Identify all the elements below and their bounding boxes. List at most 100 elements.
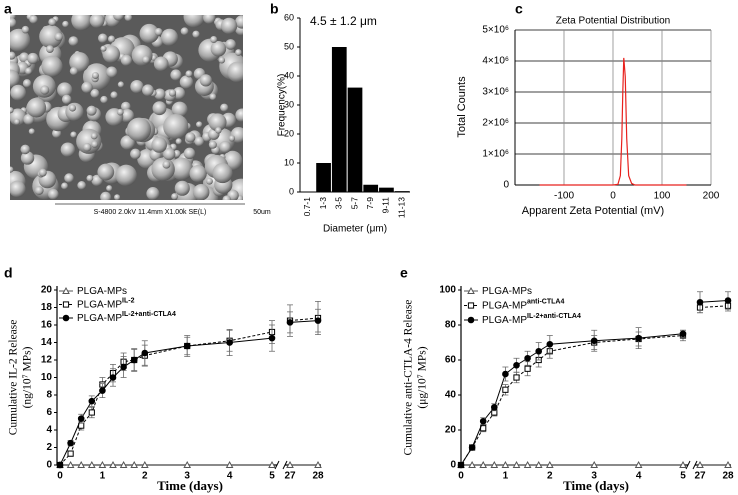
marker bbox=[513, 374, 520, 381]
marker bbox=[534, 460, 543, 468]
bead bbox=[192, 183, 210, 200]
chart-title: Zeta Potential Distribution bbox=[556, 16, 671, 27]
marker bbox=[88, 409, 95, 416]
bead bbox=[117, 81, 125, 88]
bead bbox=[29, 15, 38, 24]
marker bbox=[590, 460, 599, 468]
bead bbox=[171, 101, 188, 118]
y-tick-label: 40 bbox=[284, 70, 294, 80]
x-tick-label: 100 bbox=[654, 191, 671, 202]
bead bbox=[91, 71, 99, 79]
y-tick-label: 0 bbox=[289, 186, 294, 196]
legend-superscript: IL-2+anti-CTLA4 bbox=[122, 311, 176, 318]
bead bbox=[219, 141, 232, 153]
x-tick-label: 11-13 bbox=[396, 197, 406, 218]
bead bbox=[13, 118, 21, 125]
bead bbox=[100, 191, 112, 200]
x-tick-label: 4 bbox=[227, 471, 233, 482]
bead bbox=[27, 52, 39, 65]
marker bbox=[696, 460, 704, 468]
bead bbox=[23, 113, 35, 125]
bead bbox=[47, 188, 59, 200]
legend-name: PLGA-MP bbox=[77, 313, 122, 324]
x-tick-label: 200 bbox=[703, 191, 720, 202]
x-tick-label: 5 bbox=[269, 471, 275, 482]
x-tick-label: 5 bbox=[680, 471, 686, 482]
bead bbox=[227, 61, 243, 83]
marker bbox=[679, 460, 687, 468]
bead bbox=[46, 45, 54, 53]
legend-label: PLGA-MPIL-2+anti-CTLA4 bbox=[482, 313, 581, 326]
legend-superscript: IL-2 bbox=[122, 297, 135, 304]
bead bbox=[222, 195, 232, 200]
y-axis-title: (ng/10⁷ MPs) bbox=[22, 346, 34, 408]
bead bbox=[91, 140, 99, 148]
marker bbox=[66, 460, 75, 468]
y-axis-title: Cumulative IL-2 Release bbox=[8, 320, 20, 436]
marker bbox=[87, 460, 96, 468]
y-tick-label: 80 bbox=[445, 320, 457, 331]
annotation: 4.5 ± 1.2 μm bbox=[310, 14, 377, 28]
legend-label: PLGA-MPIL-2+anti-CTLA4 bbox=[77, 311, 176, 324]
sem-beads bbox=[10, 15, 243, 200]
y-axis-title: (μg/10⁷ MPs) bbox=[417, 346, 429, 408]
marker bbox=[467, 316, 475, 324]
marker bbox=[491, 403, 498, 411]
bead bbox=[21, 25, 30, 34]
bead bbox=[107, 35, 116, 43]
bead bbox=[174, 180, 190, 196]
bead bbox=[102, 45, 121, 63]
x-tick-label: 7-9 bbox=[365, 197, 375, 210]
marker bbox=[523, 460, 532, 468]
bead bbox=[151, 157, 175, 181]
marker bbox=[502, 386, 509, 393]
bead bbox=[68, 36, 79, 47]
bead bbox=[228, 135, 236, 142]
bead bbox=[170, 69, 182, 81]
bead bbox=[100, 95, 108, 104]
bead bbox=[64, 173, 74, 183]
series-line bbox=[460, 300, 729, 466]
bead bbox=[199, 74, 212, 87]
legend-name: PLGA-MPs bbox=[77, 286, 127, 297]
bead bbox=[60, 142, 76, 157]
bead bbox=[163, 113, 189, 140]
y-tick-label: 2×10⁶ bbox=[482, 118, 509, 129]
marker bbox=[183, 460, 192, 468]
bead bbox=[225, 39, 236, 50]
bead bbox=[54, 32, 63, 42]
bead bbox=[189, 164, 207, 183]
bead bbox=[168, 89, 177, 97]
bead bbox=[81, 81, 93, 94]
x-axis-title: Diameter (μm) bbox=[323, 224, 387, 235]
bead bbox=[160, 28, 179, 46]
x-tick-label: 0 bbox=[610, 191, 616, 202]
bead bbox=[57, 82, 73, 98]
marker bbox=[635, 334, 642, 342]
x-tick-label: 4 bbox=[636, 471, 642, 482]
bead bbox=[235, 49, 242, 56]
bead bbox=[120, 108, 135, 123]
marker bbox=[99, 387, 106, 394]
marker bbox=[88, 397, 96, 405]
bead bbox=[69, 67, 78, 76]
bead bbox=[10, 107, 14, 114]
marker bbox=[468, 460, 476, 468]
marker bbox=[314, 317, 322, 324]
bead bbox=[183, 15, 205, 28]
bead bbox=[115, 164, 137, 187]
bead bbox=[192, 30, 200, 38]
legend-label: PLGA-MPs bbox=[482, 286, 532, 297]
marker bbox=[501, 460, 510, 468]
marker bbox=[130, 460, 139, 468]
panel-label: a bbox=[4, 1, 12, 17]
bead bbox=[77, 181, 87, 190]
x-tick-label: 9-11 bbox=[381, 197, 391, 214]
bead bbox=[146, 187, 160, 200]
legend-name: PLGA-MPs bbox=[482, 286, 532, 297]
bead bbox=[86, 105, 97, 116]
y-tick-label: 50 bbox=[284, 41, 294, 51]
bead bbox=[153, 56, 169, 72]
bar bbox=[316, 163, 331, 192]
